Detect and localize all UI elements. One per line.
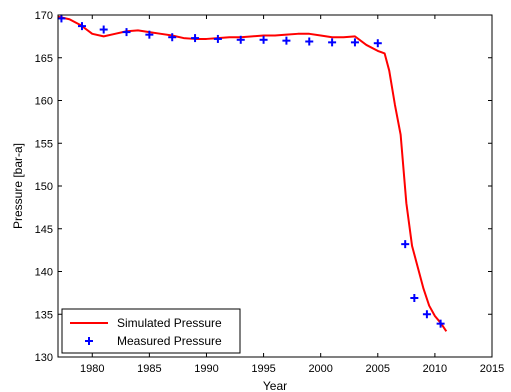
x-axis-title: Year: [263, 379, 287, 392]
measured-pressure-point: [145, 30, 154, 39]
measured-pressure-point: [213, 34, 222, 43]
measured-pressure-point: [57, 14, 66, 23]
x-tick-label: 1985: [137, 363, 161, 375]
measured-pressure-point: [401, 240, 410, 249]
measured-pressure-point: [410, 294, 419, 303]
legend-measured-swatch: [85, 337, 93, 345]
measured-pressure-point: [168, 33, 177, 42]
y-tick-label: 160: [35, 96, 53, 108]
y-tick-label: 170: [35, 10, 53, 22]
y-tick-label: 150: [35, 181, 53, 193]
measured-pressure-point: [99, 25, 108, 34]
legend-simulated-label: Simulated Pressure: [117, 316, 222, 330]
measured-pressure-point: [259, 35, 268, 44]
measured-pressure-point: [373, 39, 382, 48]
x-tick-label: 2000: [308, 363, 332, 375]
measured-pressure-point: [122, 28, 131, 37]
y-tick-label: 165: [35, 53, 53, 65]
y-axis-title: Pressure [bar-a]: [11, 143, 25, 229]
measured-pressure-point: [77, 22, 86, 31]
y-tick-label: 130: [35, 352, 53, 364]
measured-pressure-point: [350, 38, 359, 47]
legend-plus-marker: [85, 337, 93, 345]
legend-box: [61, 308, 241, 354]
measured-pressure-point: [305, 37, 314, 46]
x-tick-label: 1990: [194, 363, 218, 375]
x-tick-label: 2015: [480, 363, 504, 375]
measured-pressure-point: [236, 35, 245, 44]
measured-pressure-point: [436, 319, 445, 328]
measured-pressure-point: [282, 36, 291, 45]
tick-layer: 1980 1985 1990 1995 2000 2005 2010 2015 130 135 14…: [35, 10, 505, 375]
x-tick-label: 2010: [423, 363, 447, 375]
y-tick-label: 140: [35, 267, 53, 279]
measured-pressure-point: [328, 38, 337, 47]
legend: Simulated Pressure Measured Pressure: [61, 308, 241, 354]
x-tick-label: 1995: [251, 363, 275, 375]
y-tick-label: 155: [35, 138, 53, 150]
x-tick-label: 2005: [366, 363, 390, 375]
x-tick-label: 1980: [80, 363, 104, 375]
series-layer: [57, 14, 448, 332]
measured-pressure-point: [191, 34, 200, 43]
plot-frame: [57, 14, 493, 358]
legend-measured-label: Measured Pressure: [117, 334, 222, 348]
measured-pressure-point: [422, 310, 431, 319]
y-tick-label: 145: [35, 224, 53, 236]
y-tick-label: 135: [35, 309, 53, 321]
simulated-pressure-line: [58, 15, 448, 332]
